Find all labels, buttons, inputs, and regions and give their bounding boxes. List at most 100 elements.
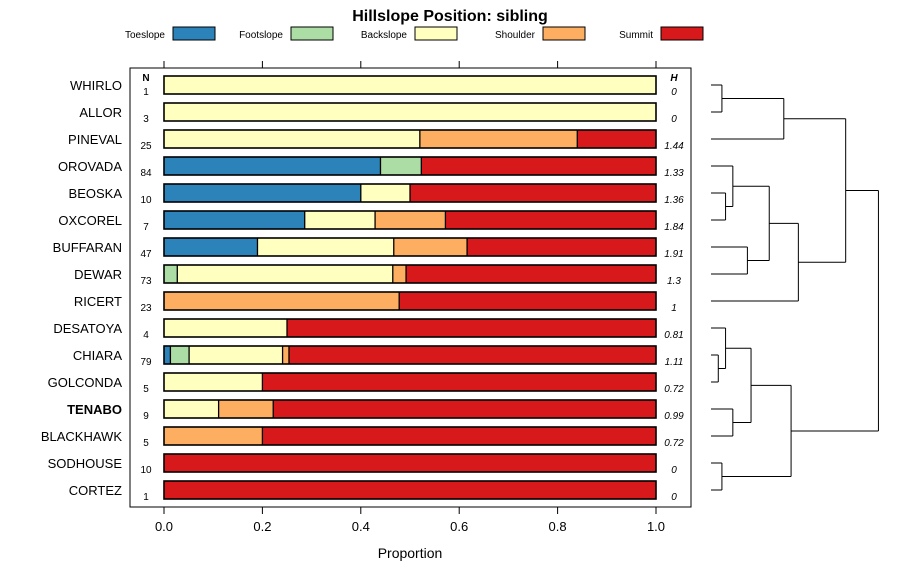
n-value-desatoya: 4 <box>143 330 149 341</box>
n-value-pineval: 25 <box>140 141 152 152</box>
bar-beoska-backslope <box>360 184 410 202</box>
category-label-pineval: PINEVAL <box>68 132 122 147</box>
bar-buffaran-backslope <box>257 238 394 256</box>
bar-oxcorel-toeslope <box>164 211 305 229</box>
n-value-golconda: 5 <box>143 384 149 395</box>
n-value-blackhawk: 5 <box>143 438 149 449</box>
bar-dewar-backslope <box>177 265 393 283</box>
bar-outline-beoska <box>163 183 657 203</box>
legend-label-shoulder: Shoulder <box>495 30 536 41</box>
h-value-ricert: 1 <box>671 303 677 314</box>
row-oxcorel: OXCOREL 7 1.84 <box>58 210 684 233</box>
n-value-dewar: 73 <box>140 276 152 287</box>
n-value-whirlo: 1 <box>143 87 149 98</box>
bar-chiara-summit <box>288 346 656 364</box>
row-chiara: CHIARA 79 1.11 <box>73 345 683 368</box>
n-value-oxcorel: 7 <box>143 222 149 233</box>
h-value-dewar: 1.3 <box>667 276 681 287</box>
bar-outline-orovada <box>163 156 657 176</box>
bar-pineval-summit <box>577 130 656 148</box>
legend-swatch-toeslope <box>172 26 216 41</box>
bar-buffaran-shoulder <box>393 238 468 256</box>
bar-blackhawk-summit <box>262 427 656 445</box>
row-beoska: BEOSKA 10 1.36 <box>69 183 684 206</box>
bar-tenabo-summit <box>273 400 656 418</box>
category-label-orovada: OROVADA <box>58 159 122 174</box>
bar-desatoya-backslope <box>164 319 287 337</box>
bar-oxcorel-summit <box>445 211 656 229</box>
row-orovada: OROVADA 84 1.33 <box>58 156 684 179</box>
h-value-buffaran: 1.91 <box>664 249 683 260</box>
bar-outline-allor <box>163 102 657 122</box>
bar-outline-sodhouse <box>163 453 657 473</box>
row-whirlo: WHIRLO 1 0 <box>70 75 677 98</box>
bar-buffaran-toeslope <box>164 238 258 256</box>
bar-outline-blackhawk <box>163 426 657 446</box>
bar-outline-buffaran <box>163 237 657 257</box>
h-value-orovada: 1.33 <box>664 168 684 179</box>
category-label-beoska: BEOSKA <box>69 186 123 201</box>
x-tick-label-1: 0.2 <box>253 519 271 534</box>
bar-outline-dewar <box>163 264 657 284</box>
bar-beoska-toeslope <box>164 184 361 202</box>
bar-outline-oxcorel <box>163 210 657 230</box>
n-value-buffaran: 47 <box>140 249 152 260</box>
row-tenabo: TENABO 9 0.99 <box>67 399 684 422</box>
category-label-whirlo: WHIRLO <box>70 78 122 93</box>
x-axis-label: Proportion <box>378 545 443 561</box>
row-cortez: CORTEZ 1 0 <box>69 480 677 503</box>
legend: Toeslope Footslope Backslope Shoulder Summit <box>125 26 704 41</box>
category-label-golconda: GOLCONDA <box>48 375 123 390</box>
bar-blackhawk-shoulder <box>164 427 263 445</box>
legend-swatch-shoulder <box>542 26 586 41</box>
h-value-oxcorel: 1.84 <box>664 222 684 233</box>
n-value-allor: 3 <box>143 114 149 125</box>
category-label-allor: ALLOR <box>79 105 122 120</box>
bar-outline-pineval <box>163 129 657 149</box>
h-value-desatoya: 0.81 <box>664 330 683 341</box>
bar-buffaran-summit <box>467 238 656 256</box>
bar-outline-cortez <box>163 480 657 500</box>
bar-ricert-summit <box>399 292 656 310</box>
h-value-allor: 0 <box>671 114 677 125</box>
category-label-oxcorel: OXCOREL <box>58 213 122 228</box>
category-label-ricert: RICERT <box>74 294 122 309</box>
bar-orovada-footslope <box>380 157 422 175</box>
bar-chiara-shoulder <box>282 346 289 364</box>
n-header: N <box>142 73 149 84</box>
category-label-chiara: CHIARA <box>73 348 122 363</box>
n-value-orovada: 84 <box>140 168 152 179</box>
category-label-desatoya: DESATOYA <box>53 321 122 336</box>
bar-chiara-backslope <box>189 346 283 364</box>
top-axis-ticks <box>163 61 657 68</box>
bar-golconda-summit <box>262 373 656 391</box>
n-value-beoska: 10 <box>140 195 152 206</box>
bar-pineval-backslope <box>164 130 420 148</box>
legend-label-backslope: Backslope <box>361 30 408 41</box>
n-value-ricert: 23 <box>140 303 152 314</box>
h-value-whirlo: 0 <box>671 87 677 98</box>
h-value-pineval: 1.44 <box>664 141 684 152</box>
n-value-tenabo: 9 <box>143 411 149 422</box>
plot-frame <box>129 67 692 508</box>
row-blackhawk: BLACKHAWK 5 0.72 <box>41 426 684 449</box>
bar-outline-chiara <box>163 345 657 365</box>
bar-golconda-backslope <box>164 373 263 391</box>
row-sodhouse: SODHOUSE 10 0 <box>48 453 677 476</box>
h-header: H <box>670 73 678 84</box>
n-value-cortez: 1 <box>143 492 149 503</box>
bar-ricert-shoulder <box>164 292 400 310</box>
bar-outline-tenabo <box>163 399 657 419</box>
x-tick-label-5: 1.0 <box>647 519 665 534</box>
row-ricert: RICERT 23 1 <box>74 291 677 314</box>
bar-dewar-footslope <box>164 265 178 283</box>
x-tick-label-4: 0.8 <box>549 519 567 534</box>
bar-tenabo-backslope <box>164 400 219 418</box>
row-desatoya: DESATOYA 4 0.81 <box>53 318 684 341</box>
bar-whirlo-backslope <box>164 76 656 94</box>
bar-sodhouse-summit <box>164 454 656 472</box>
x-tick-label-3: 0.6 <box>450 519 468 534</box>
legend-label-toeslope: Toeslope <box>125 30 165 41</box>
